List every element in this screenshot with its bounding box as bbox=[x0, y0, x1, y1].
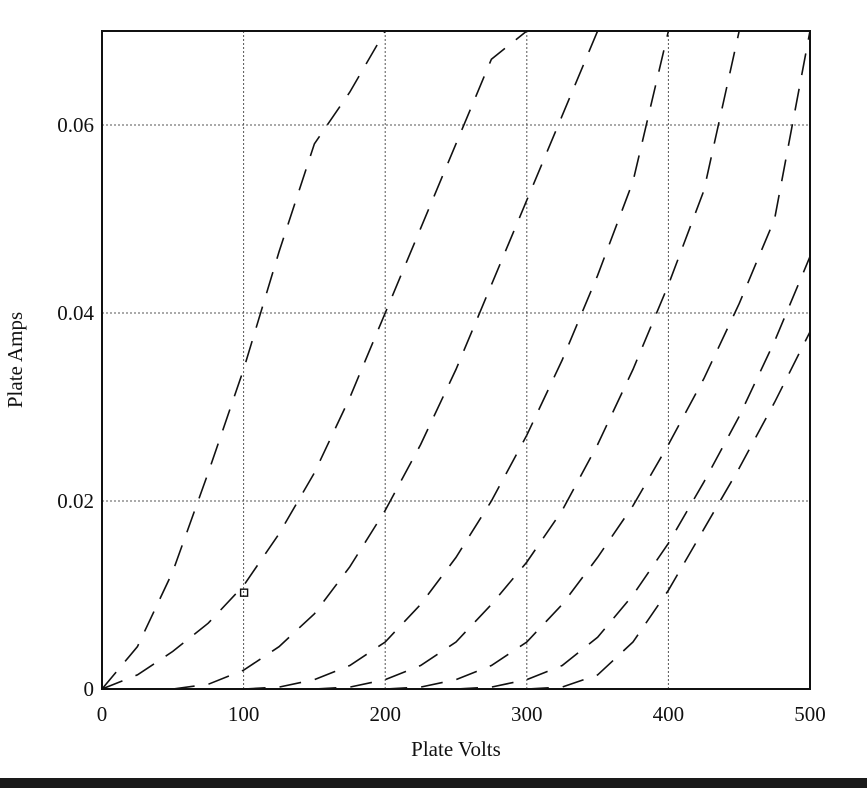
x-tick-label-2: 200 bbox=[369, 702, 401, 726]
x-tick-label-0: 0 bbox=[97, 702, 108, 726]
series-line-8 bbox=[526, 331, 811, 690]
series-line-3 bbox=[172, 30, 599, 690]
series-line-4 bbox=[243, 30, 670, 690]
series-line-7 bbox=[455, 256, 811, 690]
curves bbox=[101, 30, 811, 690]
y-tick-label-0: 0 bbox=[84, 677, 95, 701]
x-axis-label: Plate Volts bbox=[411, 737, 501, 761]
y-axis-label: Plate Amps bbox=[3, 312, 27, 408]
series-line-6 bbox=[385, 30, 811, 690]
y-tick-label-1: 0.02 bbox=[57, 489, 94, 513]
plot-frame bbox=[101, 30, 811, 690]
data-marker-1 bbox=[239, 588, 249, 597]
x-tick-label-1: 100 bbox=[228, 702, 260, 726]
x-tick-label-5: 500 bbox=[794, 702, 826, 726]
grid bbox=[102, 31, 810, 689]
tick-labels: 0 100 200 300 400 500 0 0.02 0.04 0.06 bbox=[57, 113, 826, 726]
y-tick-label-3: 0.06 bbox=[57, 113, 94, 137]
x-tick-label-3: 300 bbox=[511, 702, 543, 726]
series-line-5 bbox=[314, 30, 740, 690]
markers bbox=[239, 588, 249, 597]
series-line-1 bbox=[101, 30, 386, 690]
x-tick-label-4: 400 bbox=[653, 702, 685, 726]
series-line-2 bbox=[101, 30, 528, 690]
y-tick-label-2: 0.04 bbox=[57, 301, 94, 325]
bottom-band bbox=[0, 778, 867, 788]
